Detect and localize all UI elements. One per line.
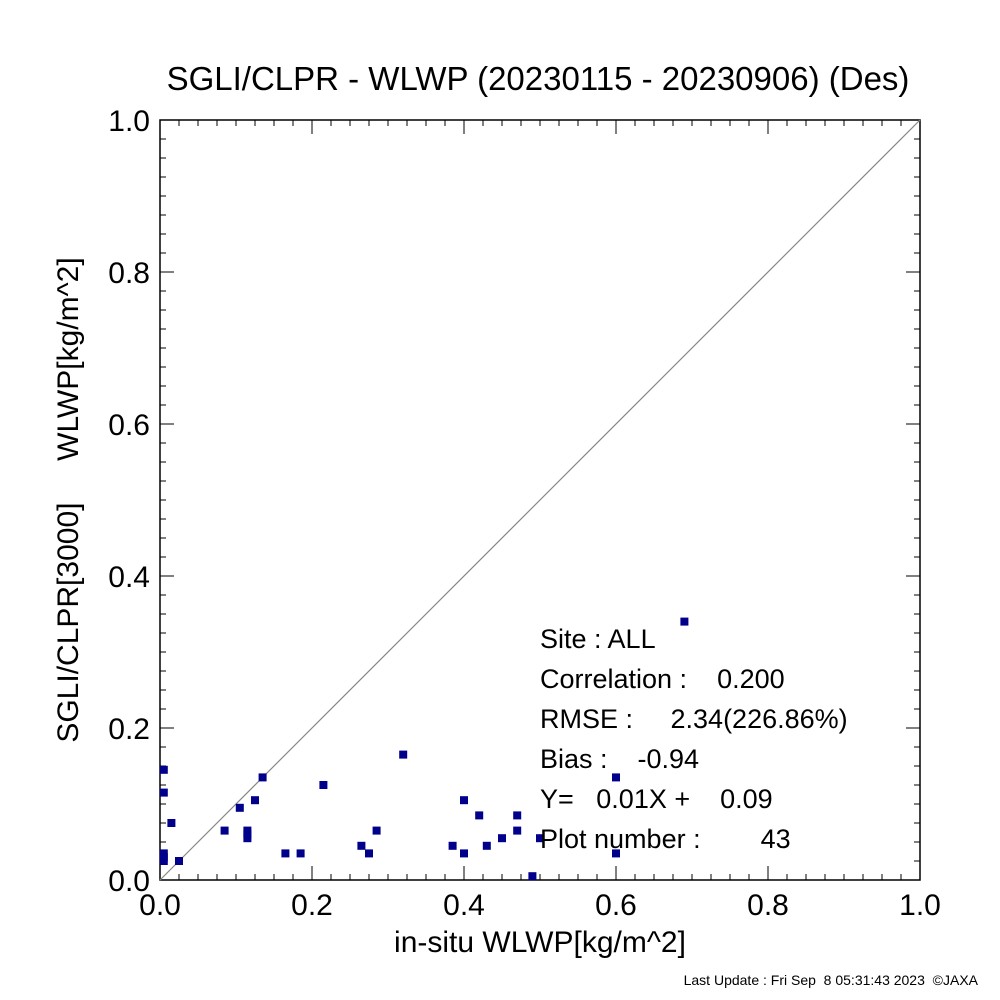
scatter-point: [680, 617, 689, 626]
x-tick-label: 0.6: [595, 889, 637, 922]
x-axis-label: in-situ WLWP[kg/m^2]: [394, 926, 686, 959]
y-tick-label: 0.8: [108, 257, 150, 290]
minor-ticks: [160, 120, 920, 880]
scatter-point: [175, 857, 183, 865]
stat-correlation: Correlation : 0.200: [540, 664, 785, 694]
stat-bias: Bias : -0.94: [540, 744, 699, 774]
scatter-point: [251, 796, 259, 805]
stat-rmse: RMSE : 2.34(226.86%): [540, 704, 848, 734]
scatter-point: [372, 826, 381, 835]
x-tick-label: 0.0: [139, 889, 181, 922]
scatter-point: [365, 849, 373, 858]
chart-title: SGLI/CLPR - WLWP (20230115 - 20230906) (…: [167, 60, 910, 97]
scatter-point: [220, 826, 229, 835]
one-to-one-line: [159, 119, 921, 881]
scatter-point: [296, 849, 305, 858]
y-tick-label: 0.0: [108, 865, 150, 898]
scatter-point: [159, 857, 168, 865]
scatter-point: [243, 834, 252, 843]
footer-update: Last Update : Fri Sep 8 05:31:43 2023 ©J…: [684, 972, 979, 988]
y-tick-label: 0.6: [108, 409, 150, 442]
scatter-point: [399, 750, 408, 759]
x-tick-label: 0.4: [443, 889, 485, 922]
scatter-point: [281, 849, 290, 858]
scatter-point: [357, 841, 366, 850]
scatter-point: [612, 849, 620, 858]
y-tick-label: 0.2: [108, 713, 150, 746]
x-tick-label: 1.0: [899, 889, 941, 922]
scatter-point: [159, 788, 168, 797]
scatter-point: [475, 811, 484, 820]
x-tick-label: 0.2: [291, 889, 333, 922]
data-points: [159, 617, 689, 881]
stat-regression: Y= 0.01X + 0.09: [540, 784, 773, 814]
scatter-point: [460, 849, 468, 858]
scatter-point: [612, 773, 620, 782]
scatter-point: [159, 765, 168, 774]
x-axis-ticks: 0.0 0.2 0.4 0.6 0.8 1.0: [139, 889, 941, 922]
y-axis-label: SGLI/CLPR[3000] WLWP[kg/m^2]: [52, 257, 85, 742]
stat-site: Site : ALL: [540, 624, 656, 654]
scatter-point: [448, 841, 457, 850]
x-tick-label: 0.8: [747, 889, 789, 922]
stat-plot-number: Plot number : 43: [540, 824, 791, 854]
y-tick-label: 1.0: [108, 105, 150, 138]
scatter-point: [536, 834, 544, 843]
scatter-point: [460, 796, 468, 805]
scatter-point: [513, 811, 522, 820]
scatter-point: [498, 834, 506, 843]
scatter-point: [235, 803, 244, 812]
scatter-point: [258, 773, 267, 782]
scatter-point: [528, 872, 537, 881]
y-tick-label: 0.4: [108, 561, 150, 594]
stats-box: Site : ALL Correlation : 0.200 RMSE : 2.…: [540, 624, 848, 854]
scatter-point: [513, 826, 522, 835]
scatter-point: [319, 781, 328, 789]
scatter-point: [482, 841, 491, 850]
scatter-point: [167, 819, 176, 827]
y-axis-ticks: 0.0 0.2 0.4 0.6 0.8 1.0: [108, 105, 150, 898]
